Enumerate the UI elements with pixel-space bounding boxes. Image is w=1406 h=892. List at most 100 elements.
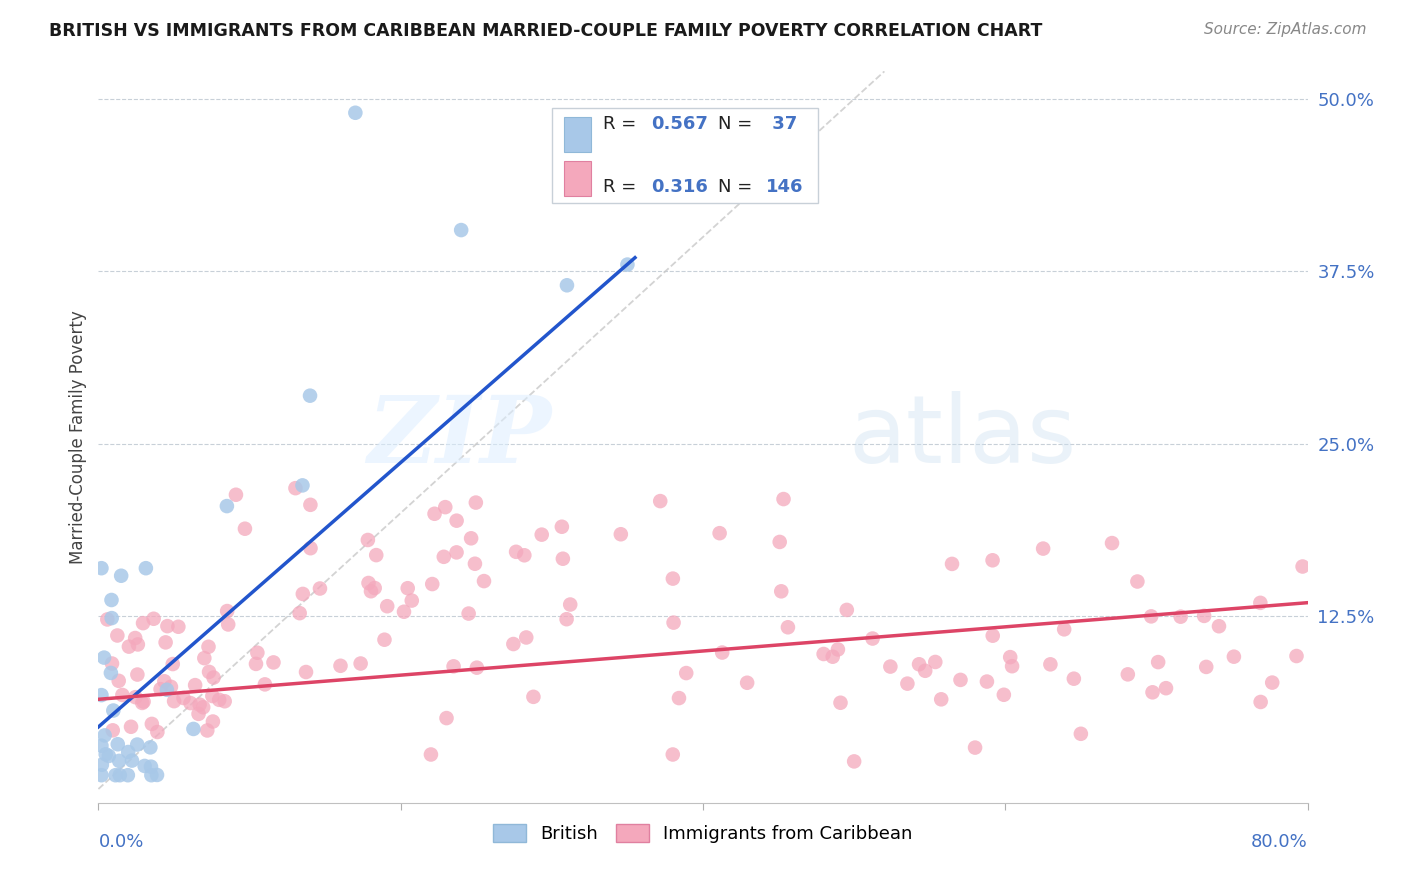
Point: [146, 768, 169, 782]
Point: [90, 688, 112, 702]
Point: [198, 665, 221, 679]
Point: [155, 635, 177, 649]
Point: [253, 677, 276, 691]
Point: [134, 759, 156, 773]
Point: [127, 738, 149, 752]
Text: 146: 146: [766, 178, 803, 196]
Point: [981, 553, 1004, 567]
Point: [610, 527, 633, 541]
Point: [914, 664, 936, 678]
Point: [101, 723, 124, 738]
Point: [117, 745, 139, 759]
Point: [1195, 660, 1218, 674]
Point: [813, 647, 835, 661]
Point: [197, 640, 219, 654]
Point: [433, 549, 456, 564]
Point: [188, 698, 211, 712]
Point: [908, 657, 931, 672]
Point: [502, 637, 524, 651]
Point: [263, 656, 285, 670]
Point: [195, 723, 218, 738]
Point: [344, 105, 367, 120]
Point: [464, 557, 486, 571]
Point: [1053, 623, 1076, 637]
Point: [1032, 541, 1054, 556]
Point: [193, 651, 215, 665]
Point: [100, 665, 122, 680]
Point: [201, 714, 224, 729]
Point: [146, 725, 169, 739]
Point: [735, 675, 758, 690]
Point: [844, 755, 866, 769]
Point: [1140, 609, 1163, 624]
Point: [472, 574, 495, 588]
Point: [97, 748, 120, 763]
Point: [173, 690, 195, 705]
Point: [551, 520, 574, 534]
Point: [835, 603, 858, 617]
Point: [329, 658, 352, 673]
Point: [179, 696, 201, 710]
Point: [100, 611, 122, 625]
Point: [162, 657, 184, 671]
Point: [96, 612, 118, 626]
Point: [288, 606, 311, 620]
Point: [436, 711, 458, 725]
Point: [104, 768, 127, 782]
Text: 0.316: 0.316: [651, 178, 707, 196]
Point: [364, 581, 387, 595]
Point: [555, 612, 578, 626]
Point: [513, 549, 536, 563]
Point: [108, 768, 131, 782]
Point: [135, 561, 157, 575]
Point: [141, 768, 163, 782]
Point: [201, 689, 224, 703]
Point: [101, 657, 124, 671]
Point: [1261, 675, 1284, 690]
Point: [827, 642, 849, 657]
Point: [360, 584, 382, 599]
Point: [124, 631, 146, 645]
Point: [711, 646, 734, 660]
Point: [530, 527, 553, 541]
Point: [1101, 536, 1123, 550]
Point: [366, 548, 388, 562]
Point: [100, 593, 122, 607]
Text: 0.0%: 0.0%: [98, 833, 143, 851]
Point: [202, 671, 225, 685]
Point: [107, 737, 129, 751]
Point: [132, 695, 155, 709]
Point: [217, 604, 239, 618]
Text: ZIP: ZIP: [367, 392, 551, 482]
Text: BRITISH VS IMMIGRANTS FROM CARIBBEAN MARRIED-COUPLE FAMILY POVERTY CORRELATION C: BRITISH VS IMMIGRANTS FROM CARIBBEAN MAR…: [49, 22, 1043, 40]
Point: [142, 612, 165, 626]
Point: [929, 692, 952, 706]
Point: [373, 632, 395, 647]
Point: [551, 551, 574, 566]
Point: [446, 545, 468, 559]
Point: [1291, 559, 1313, 574]
Point: [90, 561, 112, 575]
Point: [139, 760, 162, 774]
Point: [1192, 608, 1215, 623]
Point: [709, 526, 731, 541]
Text: N =: N =: [717, 115, 758, 133]
Point: [420, 577, 443, 591]
Point: [1154, 681, 1177, 695]
Point: [156, 682, 179, 697]
Point: [127, 667, 149, 681]
Point: [90, 768, 112, 782]
Point: [299, 541, 322, 556]
Text: Source: ZipAtlas.com: Source: ZipAtlas.com: [1204, 22, 1367, 37]
Point: [246, 646, 269, 660]
Point: [193, 700, 215, 714]
Point: [153, 674, 176, 689]
Y-axis label: Married-Couple Family Poverty: Married-Couple Family Poverty: [69, 310, 87, 564]
Point: [941, 557, 963, 571]
Point: [515, 631, 537, 645]
Point: [675, 666, 697, 681]
Point: [295, 665, 318, 679]
Point: [214, 694, 236, 708]
Point: [105, 628, 128, 642]
Point: [127, 637, 149, 651]
